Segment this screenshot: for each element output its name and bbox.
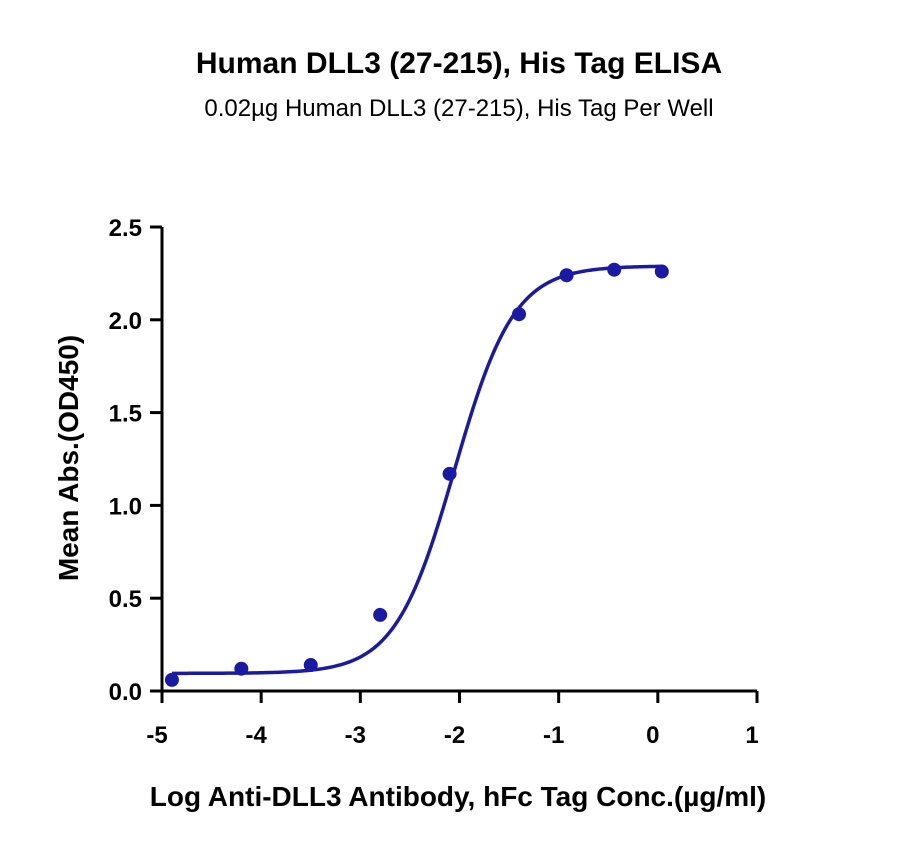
fit-curve (171, 264, 662, 676)
y-tick-label: 2.0 (109, 308, 142, 335)
y-tick-label: 0.5 (109, 586, 142, 613)
data-point (303, 658, 318, 673)
x-tick-label: 0 (646, 722, 659, 749)
y-tick-label: 1.5 (109, 401, 142, 428)
data-point (559, 268, 574, 283)
y-tick-label: 1.0 (109, 493, 142, 520)
data-point (654, 264, 669, 279)
data-point (607, 262, 622, 277)
x-tick-label: -3 (345, 722, 366, 749)
x-axis-label: Log Anti-DLL3 Antibody, hFc Tag Conc.(µg… (150, 781, 767, 812)
chart-title: Human DLL3 (27-215), His Tag ELISA (196, 47, 722, 80)
data-point (164, 672, 179, 687)
x-tick-label: -4 (245, 722, 267, 749)
x-tick-label: -2 (444, 722, 465, 749)
y-tick-label: 0.0 (109, 679, 142, 706)
data-point (373, 607, 388, 622)
y-tick-label: 2.5 (109, 215, 142, 242)
chart-subtitle: 0.02µg Human DLL3 (27-215), His Tag Per … (204, 95, 713, 122)
data-points-layer (164, 262, 669, 687)
fit-curve-layer (171, 264, 662, 676)
x-tick-label: -5 (146, 722, 167, 749)
data-point (234, 661, 249, 676)
y-axis-ticks: 0.0 0.5 1.0 1.5 2.0 2.5 (109, 215, 162, 706)
axes (160, 227, 757, 693)
y-axis-label: Mean Abs.(OD450) (53, 335, 84, 581)
data-point (442, 466, 457, 481)
x-axis-ticks: -5 -4 -3 -2 -1 0 1 (146, 691, 759, 749)
x-tick-label: -1 (543, 722, 564, 749)
data-point (512, 307, 526, 322)
x-tick-label: 1 (745, 722, 758, 749)
